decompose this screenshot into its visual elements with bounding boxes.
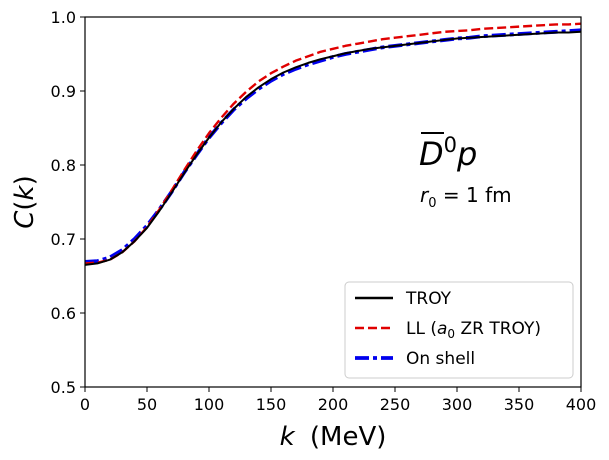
y-axis-argument: k [10, 184, 40, 200]
x-tick-label: 200 [318, 395, 349, 414]
radius-value: = 1 fm [437, 183, 512, 207]
y-tick-label: 0.6 [51, 304, 76, 323]
x-tick-label: 350 [504, 395, 535, 414]
plot-curves [84, 22, 582, 266]
y-tick-label: 0.7 [51, 230, 76, 249]
legend: TROY LL (a0 ZR TROY) On shell [344, 281, 574, 379]
y-tick-label: 0.8 [51, 156, 76, 175]
x-tick-label: 150 [256, 395, 287, 414]
y-tick-label: 0.5 [51, 378, 76, 397]
particle-charge: 0 [444, 133, 457, 157]
x-axis-variable: k [280, 422, 296, 452]
axis-ticks: 0 50 100 150 200 250 300 350 400 0.5 0.6 0.7 0.8 0.9 1… [51, 8, 597, 414]
x-axis-unit: (MeV) [310, 422, 387, 452]
x-tick-label: 250 [380, 395, 411, 414]
svg-text:D0p: D0p [419, 133, 477, 173]
y-axis-function: C [10, 210, 40, 229]
particle-annotation: D0p [419, 132, 477, 173]
series-line-troy [84, 30, 582, 266]
x-tick-label: 50 [137, 395, 157, 414]
x-axis-title: k (MeV) [280, 422, 387, 452]
source-radius-annotation: r0 = 1 fm [420, 183, 512, 211]
series-line-ll [84, 22, 582, 265]
legend-label-troy: TROY [405, 289, 452, 309]
y-tick-label: 1.0 [51, 8, 76, 27]
radius-variable: r [420, 183, 430, 207]
legend-label-on-shell: On shell [406, 349, 475, 369]
x-tick-label: 400 [566, 395, 597, 414]
y-axis-title: C(k) [10, 175, 40, 229]
x-tick-label: 100 [194, 395, 225, 414]
radius-subscript: 0 [428, 196, 436, 211]
particle-partner: p [456, 135, 477, 173]
y-tick-label: 0.9 [51, 82, 76, 101]
legend-label-ll: LL (a0 ZR TROY) [406, 319, 541, 341]
x-tick-label: 0 [80, 395, 90, 414]
particle-symbol: D [419, 135, 444, 173]
legend-box [344, 281, 574, 379]
x-tick-label: 300 [442, 395, 473, 414]
